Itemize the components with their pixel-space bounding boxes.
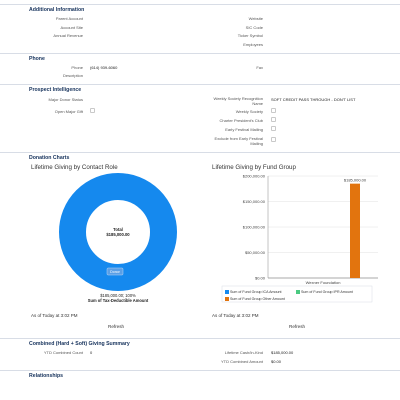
- legend-ica-label: Sum of Fund Group ICA Amount: [230, 290, 282, 294]
- section-divider: [0, 84, 400, 85]
- charter-presidents-club-label: Charter President's Club: [219, 118, 263, 123]
- charter-presidents-club-checkbox: [271, 117, 276, 122]
- weekly-society-recognition-value: SOFT CREDIT PASS THROUGH - DON'T LIST: [271, 97, 356, 102]
- legend-swatch-ipr: [296, 290, 300, 294]
- donut-slice-donor[interactable]: [59, 173, 177, 291]
- exclude-early-festival-label: Exclude from Early Festival: [214, 136, 263, 141]
- donut-value-label: $185,000.00; 100%: [100, 293, 136, 298]
- donor-slice-label-bg: [106, 267, 124, 276]
- section-divider: [0, 338, 400, 339]
- exclude-early-festival-label-line2: Mailing: [250, 141, 263, 146]
- donut-measure-label: Sum of Tax-Deductible Amount: [87, 298, 149, 303]
- weekly-society-label: Weekly Society: [235, 109, 263, 114]
- contact-role-refresh-button[interactable]: Refresh: [108, 324, 125, 329]
- donut-center-label-total: Total: [113, 227, 123, 232]
- fund-group-refresh-button[interactable]: Refresh: [289, 324, 306, 329]
- phone-section-title: Phone: [29, 56, 45, 62]
- exclude-early-festival-checkbox: [271, 137, 276, 142]
- early-festival-mailing-checkbox: [271, 126, 276, 131]
- description-label: Description: [62, 73, 83, 78]
- employees-label: Employees: [243, 42, 263, 47]
- weekly-society-recognition-label-line2: Name: [252, 101, 263, 106]
- bar-data-label: $185,000.00: [344, 178, 367, 183]
- weekly-society-recognition-label: Weekly Society Recognition: [213, 96, 263, 101]
- legend-ipr-label: Sum of Fund Group IPR Amount: [301, 290, 353, 294]
- section-divider: [0, 4, 400, 5]
- relationships-title: Relationships: [29, 373, 64, 379]
- contact-role-chart-title: Lifetime Giving by Contact Role: [31, 164, 118, 171]
- account-site-label: Account Site: [60, 25, 83, 30]
- ticker-symbol-label: Ticker Symbol: [237, 33, 263, 38]
- ytd-combined-amount-value: $0.00: [271, 359, 282, 364]
- donor-slice-label: Donor: [110, 270, 120, 274]
- contact-role-as-of: As of Today at 3:02 PM: [31, 313, 78, 318]
- website-label: Website: [248, 16, 263, 21]
- legend-box: [221, 285, 373, 303]
- ytd-combined-amount-label: YTD Combined Amount: [220, 359, 263, 364]
- donut-center-label-value: $185,000.00: [106, 232, 130, 237]
- annual-revenue-label: Annual Revenue: [53, 33, 83, 38]
- legend-swatch-ica: [225, 290, 229, 294]
- y-tick-label: $0.00: [255, 275, 266, 280]
- section-divider: [0, 53, 400, 54]
- ytd-combined-count-value: 0: [90, 350, 93, 355]
- section-divider: [0, 152, 400, 153]
- major-donor-status-label: Major Donor Status: [48, 97, 83, 102]
- sic-code-label: SIC Code: [245, 25, 263, 30]
- giving-summary-title: Combined (Hard + Soft) Giving Summary: [29, 341, 130, 347]
- lifetime-cash-inkind-value: $185,000.00: [271, 350, 294, 355]
- open-major-gift-checkbox: [90, 108, 95, 113]
- weekly-society-checkbox: [271, 108, 276, 113]
- fund-group-chart-title: Lifetime Giving by Fund Group: [212, 164, 296, 171]
- lifetime-cash-inkind-label: Lifetime Cash/In-Kind: [224, 350, 263, 355]
- y-tick-label: $50,000.00: [245, 250, 266, 255]
- y-tick-label: $200,000.00: [243, 173, 266, 178]
- phone-label: Phone: [71, 65, 83, 70]
- y-tick-label: $150,000.00: [243, 199, 266, 204]
- prospect-intelligence-title: Prospect Intelligence: [29, 87, 82, 93]
- phone-value[interactable]: (614) 939-6060: [90, 65, 118, 70]
- additional-info-title: Additional Information: [29, 7, 85, 13]
- parent-account-label: Parent Account: [55, 16, 83, 21]
- legend-swatch-other: [225, 297, 229, 301]
- x-category-label: Wexner Foundation: [306, 280, 341, 285]
- donation-charts-title: Donation Charts: [29, 155, 70, 161]
- fax-label: Fax: [256, 65, 263, 70]
- section-divider: [0, 370, 400, 371]
- legend-other-label: Sum of Fund Group Other Amount: [230, 297, 285, 301]
- open-major-gift-label: Open Major Gift: [54, 109, 83, 114]
- ytd-combined-count-label: YTD Combined Count: [43, 350, 83, 355]
- y-tick-label: $100,000.00: [243, 224, 266, 229]
- fund-group-as-of: As of Today at 3:02 PM: [212, 313, 259, 318]
- bar-sum-of-fund-group-other-amount[interactable]: [350, 183, 360, 278]
- early-festival-mailing-label: Early Festival Mailing: [225, 127, 263, 132]
